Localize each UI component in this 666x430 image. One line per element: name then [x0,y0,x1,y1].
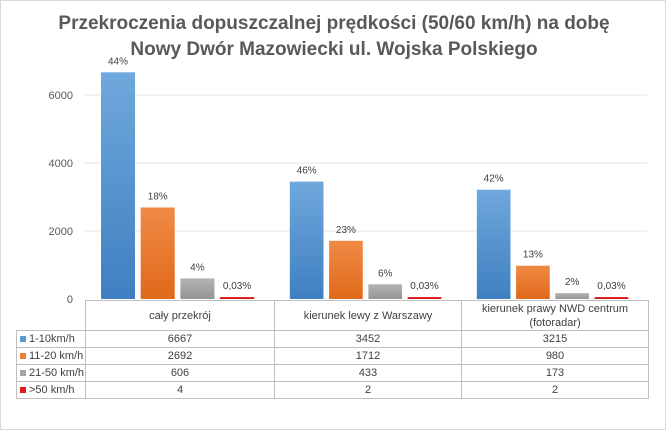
bar [220,297,255,299]
table-cell: 1712 [274,347,462,365]
table-cell: 2 [274,381,462,399]
table-row: 21-50 km/h 606 433 173 [16,364,649,382]
bar [140,207,175,299]
table-cell: 173 [461,364,649,382]
data-label: 0,03% [223,281,251,292]
data-label: 44% [108,56,128,67]
data-label: 6% [378,268,393,279]
y-tick-label: 4000 [49,158,73,170]
legend-entry: 21-50 km/h [16,364,86,382]
bar [101,72,136,300]
legend-entry: >50 km/h [16,381,86,399]
category-label: kierunek prawy NWD centrum (fotoradar) [461,300,649,331]
table-row: 1-10km/h 6667 3452 3215 [16,330,649,348]
legend-entry: 11-20 km/h [16,347,86,365]
bar [289,181,324,299]
table-cell: 6667 [85,330,275,348]
category-label: kierunek lewy z Warszawy [274,300,462,331]
table-cell: 606 [85,364,275,382]
data-label: 42% [484,174,504,185]
category-label: cały przekrój [85,300,275,331]
legend-swatch [20,370,26,377]
data-label: 13% [523,250,543,261]
bar [516,265,550,299]
legend-label: >50 km/h [29,384,75,396]
y-tick-label: 2000 [49,226,73,238]
bar [368,284,403,299]
table-cell: 2692 [85,347,275,365]
table-cell: 3452 [274,330,462,348]
chart-title-line-1: Przekroczenia dopuszczalnej prędkości (5… [58,13,610,34]
legend-entry: 1-10km/h [16,330,86,348]
legend-swatch [20,336,26,343]
legend-label: 21-50 km/h [29,367,85,379]
data-label: 0,03% [597,281,625,292]
table-cell: 433 [274,364,462,382]
data-label: 46% [297,166,317,177]
bar [180,278,215,299]
table-cell: 2 [461,381,649,399]
data-label: 18% [148,191,168,202]
bar [329,240,363,299]
table-cell: 980 [461,347,649,365]
y-tick-label: 6000 [49,90,73,102]
legend-label: 11-20 km/h [29,350,84,362]
table-cell: 3215 [461,330,649,348]
table-row: >50 km/h 4 2 2 [16,381,649,399]
legend-label: 1-10km/h [29,333,75,345]
data-label: 2% [565,277,580,288]
table-row: 11-20 km/h 2692 1712 980 [16,347,649,365]
bar [594,297,629,299]
bar [555,293,590,299]
legend-swatch [20,353,26,360]
table-header-row: cały przekrój kierunek lewy z Warszawy k… [16,300,649,331]
bar [407,297,442,299]
data-label: 23% [336,225,356,236]
data-label: 4% [190,262,205,273]
bar [476,189,511,299]
legend-swatch [20,387,26,394]
table-cell: 4 [85,381,275,399]
y-tick-label: 0 [67,294,73,306]
data-label: 0,03% [410,281,438,292]
chart-title-line-2: Nowy Dwór Mazowiecki ul. Wojska Polskieg… [130,39,538,60]
data-table: cały przekrój kierunek lewy z Warszawy k… [16,300,649,399]
